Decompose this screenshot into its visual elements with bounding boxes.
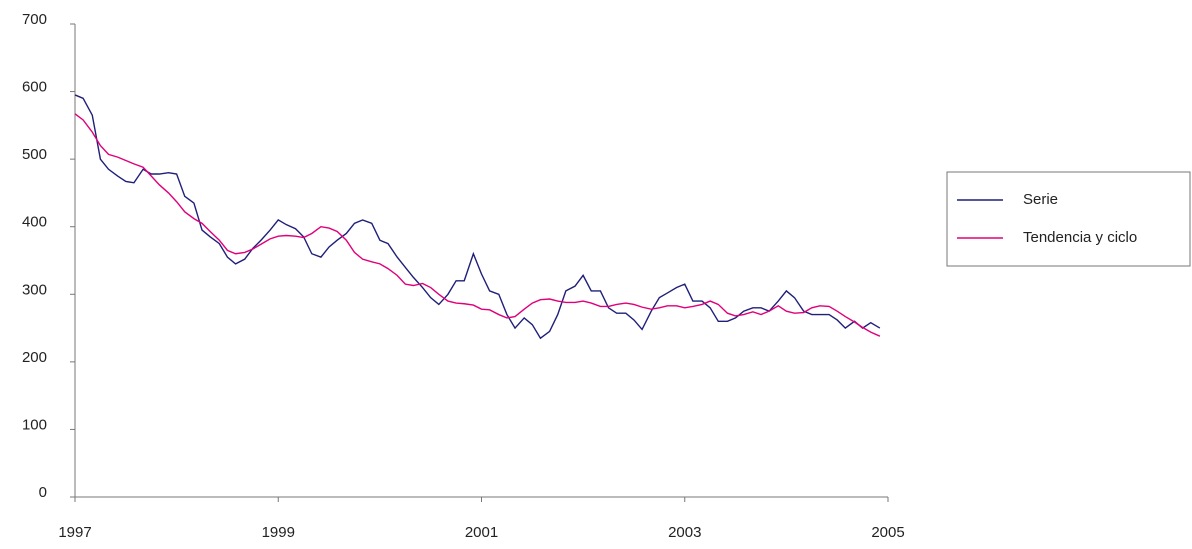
x-tick-label: 2001	[465, 524, 498, 541]
y-tick-label: 300	[22, 281, 47, 298]
legend-label: Tendencia y ciclo	[1023, 229, 1137, 246]
y-tick-label: 700	[22, 11, 47, 28]
x-tick-label: 1999	[262, 524, 295, 541]
legend-label: Serie	[1023, 191, 1058, 208]
y-tick-label: 600	[22, 79, 47, 96]
y-tick-label: 100	[22, 416, 47, 433]
y-tick-label: 400	[22, 214, 47, 231]
x-tick-label: 2003	[668, 524, 701, 541]
y-tick-label: 0	[39, 484, 47, 501]
y-tick-label: 500	[22, 146, 47, 163]
series-line	[74, 94, 881, 340]
x-tick-label: 1997	[58, 524, 91, 541]
x-tick-label: 2005	[871, 524, 904, 541]
legend-box	[946, 171, 1191, 267]
y-tick-label: 200	[22, 349, 47, 366]
series-line	[74, 113, 881, 337]
